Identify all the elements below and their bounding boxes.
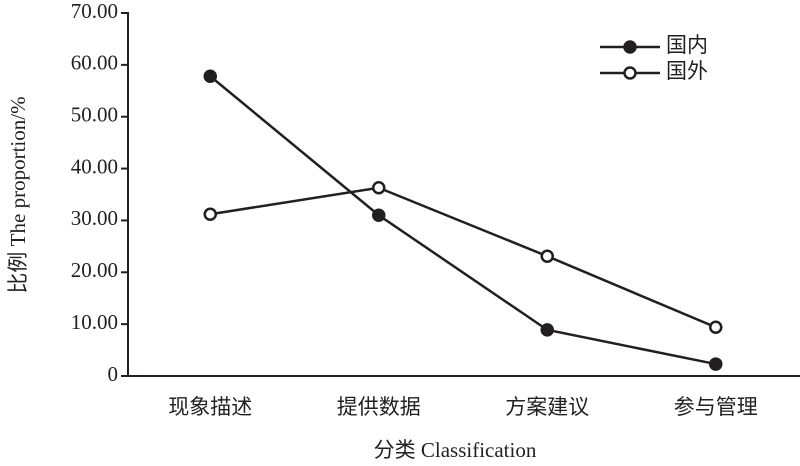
x-axis-label: 分类 Classification xyxy=(374,438,537,462)
marker xyxy=(372,208,386,222)
x-tick-label: 现象描述 xyxy=(168,395,252,419)
legend-label: 国内 xyxy=(666,33,708,57)
legend-marker xyxy=(623,66,637,80)
y-tick-label: 10.00 xyxy=(71,310,118,334)
y-tick-label: 70.00 xyxy=(71,0,118,23)
x-tick-label: 方案建议 xyxy=(505,395,589,419)
marker xyxy=(540,249,554,263)
y-tick-label: 20.00 xyxy=(71,258,118,282)
marker xyxy=(709,320,723,335)
legend-marker xyxy=(623,40,637,54)
y-tick-label: 0 xyxy=(108,362,119,386)
marker xyxy=(203,207,217,221)
legend-label: 国外 xyxy=(666,59,708,83)
series-line xyxy=(210,186,717,329)
marker xyxy=(372,181,386,195)
y-tick-label: 40.00 xyxy=(71,154,118,178)
x-tick-label: 参与管理 xyxy=(674,395,758,419)
y-axis-label: 比例 The proportion/% xyxy=(6,96,30,293)
y-tick-label: 60.00 xyxy=(71,51,118,75)
marker xyxy=(540,323,554,337)
marker xyxy=(203,69,217,84)
y-tick-label: 50.00 xyxy=(71,103,118,127)
y-tick-label: 30.00 xyxy=(71,206,118,230)
series-line xyxy=(209,75,716,366)
marker xyxy=(709,357,723,371)
x-tick-label: 提供数据 xyxy=(337,395,421,419)
